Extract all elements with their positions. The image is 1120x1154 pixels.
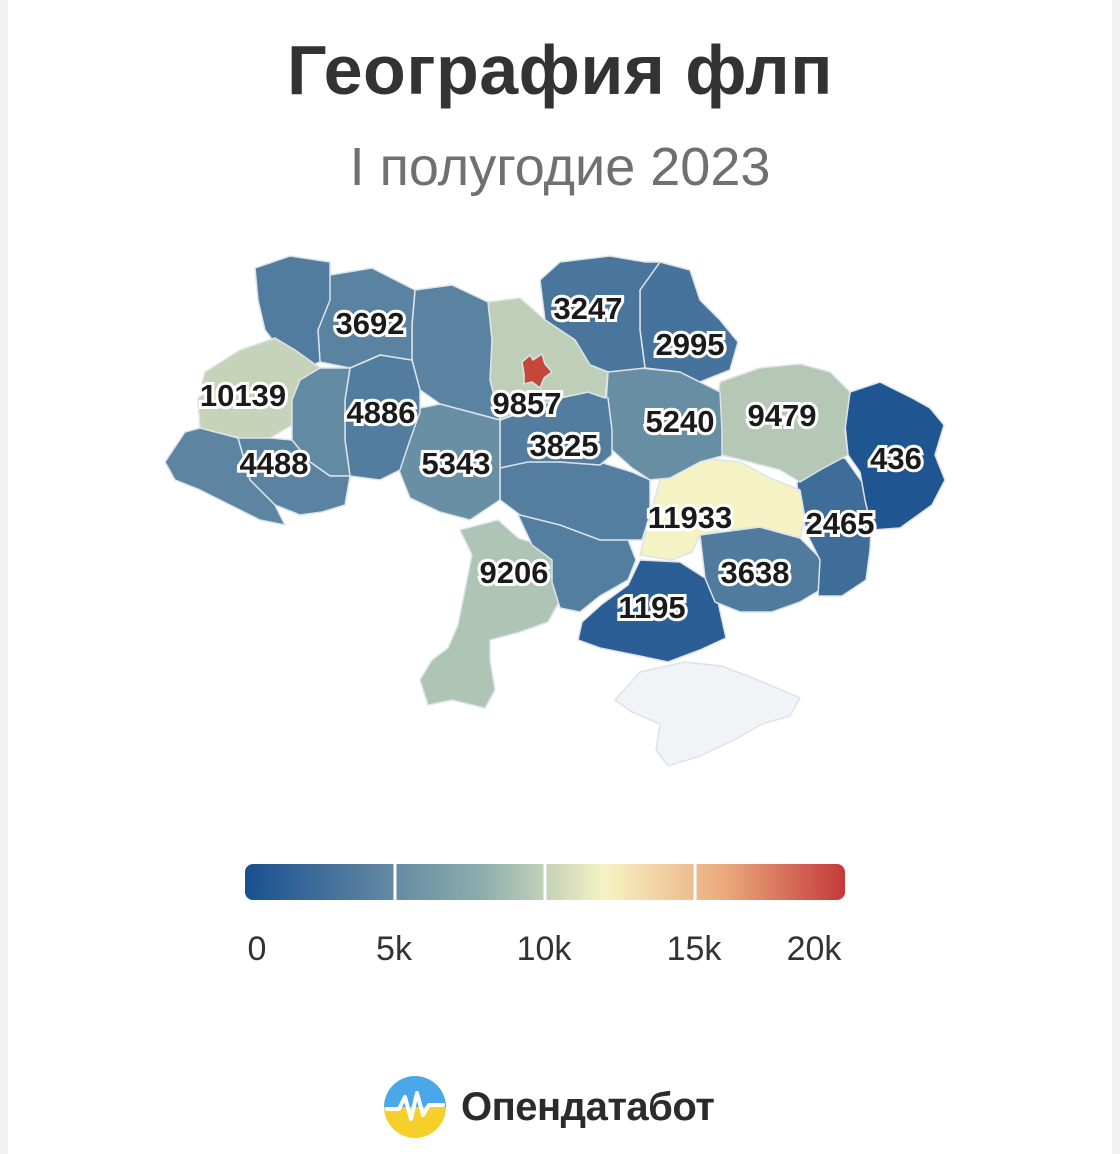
region-value-label-cherkasy: 3825 <box>530 428 599 463</box>
legend-tick-10k: 10k <box>516 930 572 968</box>
region-kirovohrad <box>499 459 651 541</box>
regions-layer <box>164 255 946 767</box>
frame-edge-left <box>0 0 8 1154</box>
legend-bar <box>245 864 845 900</box>
opendatabot-logo-icon <box>384 1076 446 1138</box>
region-value-label-ternopil: 4886 <box>347 395 416 430</box>
region-zakarpattia <box>164 427 286 526</box>
region-value-label-kyiv-oblast: 9857 <box>493 386 562 421</box>
frame-edge-right <box>1112 0 1120 1154</box>
region-kharkiv <box>714 363 851 483</box>
region-value-label-odesa: 9206 <box>480 555 549 590</box>
region-value-label-chernihiv: 3247 <box>554 291 623 326</box>
region-value-label-donetsk: 2465 <box>806 506 875 541</box>
legend-tick-5k: 5k <box>376 930 412 968</box>
region-sumy <box>639 261 739 383</box>
legend-tick-15k: 15k <box>666 930 722 968</box>
region-value-label-kharkiv: 9479 <box>748 398 817 433</box>
region-crimea <box>614 661 801 767</box>
region-value-label-poltava: 5240 <box>646 404 715 439</box>
region-zhytomyr <box>411 284 501 421</box>
brand-name: Опендатабот <box>461 1084 715 1129</box>
region-luhansk <box>844 381 946 531</box>
region-value-label-zakarpattia: 4488 <box>240 446 309 481</box>
page-title: География флп <box>287 31 833 109</box>
region-kyiv-city <box>521 353 553 389</box>
brand-logo: Опендатабот <box>383 1075 715 1139</box>
legend-tick-20k: 20k <box>786 930 842 968</box>
region-value-label-kherson: 1195 <box>618 590 685 625</box>
legend-tick-0: 0 <box>247 930 267 968</box>
region-value-label-luhansk: 436 <box>870 441 922 476</box>
region-value-label-zaporizhzhia: 3638 <box>721 555 790 590</box>
page-subtitle: I полугодие 2023 <box>349 137 771 197</box>
region-value-label-vinnytsia: 5343 <box>422 446 491 481</box>
region-value-label-lviv: 10139 <box>200 378 286 413</box>
region-value-label-dnipropetrovsk: 11933 <box>648 500 733 535</box>
region-value-label-volyn: 3692 <box>336 306 405 341</box>
region-dnipropetrovsk <box>639 457 806 561</box>
region-value-label-sumy: 2995 <box>656 327 725 362</box>
